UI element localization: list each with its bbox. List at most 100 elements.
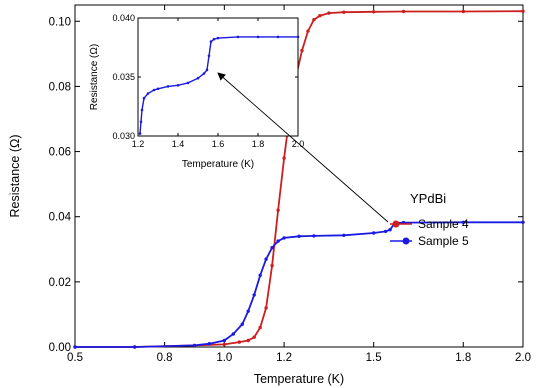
point-sample-5-3 <box>207 342 212 346</box>
inset-point-sample-5-9 <box>186 81 190 85</box>
y-axis-title: Resistance (Ω) <box>8 135 22 218</box>
point-sample-4-19 <box>342 10 346 14</box>
inset-x-tick-label-2: 1.6 <box>212 139 225 149</box>
inset-point-sample-5-15 <box>212 37 216 41</box>
point-sample-4-21 <box>401 9 406 14</box>
inset-point-sample-5-3 <box>142 96 146 100</box>
inset-point-sample-5-19 <box>276 35 280 39</box>
point-sample-5-22 <box>461 220 465 224</box>
inset-point-sample-5-12 <box>205 68 209 72</box>
inset-point-sample-5-6 <box>156 87 160 91</box>
x-tick-label-5: 1.8 <box>455 352 471 364</box>
inset-point-sample-5-16 <box>216 36 220 40</box>
point-sample-5-5 <box>231 332 235 336</box>
legend-label-sample-4: Sample 4 <box>418 217 469 231</box>
point-sample-4-20 <box>372 10 376 14</box>
inset-axes: 1.2 1.4 1.6 1.8 2.0 0.030 0.035 0.040 <box>112 13 304 149</box>
point-sample-4-17 <box>318 14 322 18</box>
x-tick-label-2: 1.0 <box>216 352 232 364</box>
y-tick-label-2: 0.04 <box>49 212 72 224</box>
inset-point-sample-5-17 <box>236 35 240 39</box>
point-sample-4-15 <box>306 29 310 33</box>
point-sample-5-23 <box>521 220 525 224</box>
legend-label-sample-5: Sample 5 <box>418 234 469 248</box>
point-sample-4-10 <box>276 208 280 212</box>
inset-point-sample-5-8 <box>176 84 180 87</box>
inset-x-tick-label-1: 1.4 <box>172 139 185 149</box>
y-tick-label-1: 0.02 <box>49 277 71 289</box>
legend: YPdBi Sample 4 Sample 5 <box>390 191 469 248</box>
y-tick-label-5: 0.10 <box>49 16 71 28</box>
x-tick-label-6: 2.0 <box>515 352 531 364</box>
point-sample-4-14 <box>300 48 304 53</box>
point-sample-5-2 <box>192 343 197 348</box>
inset-x-axis-title: Temperature (K) <box>182 159 254 170</box>
y-tick-label-4: 0.08 <box>49 81 71 93</box>
point-sample-5-11 <box>270 246 274 250</box>
legend-marker-sample-5 <box>402 237 410 245</box>
inset-point-sample-5-20 <box>296 35 300 39</box>
point-sample-5-4 <box>222 338 226 343</box>
point-sample-5-14 <box>297 234 301 238</box>
inset-series-layer <box>138 35 300 135</box>
inset-point-sample-5-11 <box>202 72 206 75</box>
inset-point-sample-5-7 <box>166 85 170 88</box>
x-tick-label-3: 1.2 <box>276 352 292 364</box>
point-sample-5-17 <box>372 231 376 235</box>
x-tick-label-4: 1.5 <box>366 352 382 364</box>
point-sample-4-9 <box>270 263 274 268</box>
point-sample-5-6 <box>240 322 244 326</box>
point-sample-4-3 <box>222 342 226 347</box>
point-sample-5-0 <box>73 345 77 349</box>
main-axes: 0.5 0.8 1.0 1.2 1.5 1.8 2.0 0.00 0.02 0.04 0.06 0.0… <box>49 5 531 364</box>
inset-point-sample-5-13 <box>207 54 211 58</box>
point-sample-5-9 <box>258 273 262 277</box>
inset-y-tick-label-1: 0.035 <box>112 72 135 82</box>
point-sample-5-12 <box>276 239 280 243</box>
point-sample-5-18 <box>383 229 388 234</box>
x-tick-label-0: 0.5 <box>67 352 83 364</box>
point-sample-5-19 <box>388 228 392 232</box>
inset-y-axis-title: Resistance (Ω) <box>89 44 100 110</box>
point-sample-5-1 <box>133 345 137 349</box>
inset-point-sample-5-18 <box>256 35 260 39</box>
x-axis-title: Temperature (K) <box>254 372 344 386</box>
inset-x-tick-label-4: 2.0 <box>292 139 305 149</box>
inset-point-sample-5-4 <box>146 92 150 95</box>
point-sample-4-5 <box>246 338 250 343</box>
point-sample-4-16 <box>312 18 316 22</box>
inset-point-sample-5-14 <box>209 40 213 43</box>
inset-background <box>138 18 298 136</box>
main-plot-frame <box>74 4 524 348</box>
point-sample-5-7 <box>246 309 250 313</box>
point-sample-4-8 <box>264 306 268 310</box>
inset-point-sample-5-2 <box>140 108 144 112</box>
point-sample-4-23 <box>521 9 525 13</box>
inset-point-sample-5-0 <box>138 132 142 135</box>
point-sample-4-7 <box>258 325 262 330</box>
y-tick-label-3: 0.06 <box>49 147 71 159</box>
point-sample-5-16 <box>342 233 346 237</box>
inset-x-tick-label-3: 1.8 <box>252 139 265 149</box>
point-sample-4-11 <box>282 156 286 160</box>
point-sample-4-6 <box>252 335 256 339</box>
point-sample-4-4 <box>237 340 241 344</box>
inset-y-tick-label-2: 0.040 <box>112 13 135 23</box>
inset-point-sample-5-1 <box>139 120 143 124</box>
y-tick-label-0: 0.00 <box>49 342 71 354</box>
point-sample-4-18 <box>327 11 331 15</box>
legend-marker-sample-4 <box>392 220 400 228</box>
legend-title: YPdBi <box>410 191 446 206</box>
point-sample-4-22 <box>461 9 465 14</box>
inset-y-tick-label-0: 0.030 <box>112 131 135 141</box>
x-tick-label-1: 0.8 <box>157 352 173 364</box>
zoom-arrow <box>217 72 389 223</box>
point-sample-5-8 <box>252 293 256 297</box>
point-sample-5-13 <box>282 236 286 240</box>
inset-point-sample-5-5 <box>152 88 156 92</box>
inset-point-sample-5-10 <box>196 76 200 80</box>
inset-x-tick-label-0: 1.2 <box>132 139 145 149</box>
point-sample-5-10 <box>264 257 268 261</box>
point-sample-5-15 <box>312 234 316 238</box>
